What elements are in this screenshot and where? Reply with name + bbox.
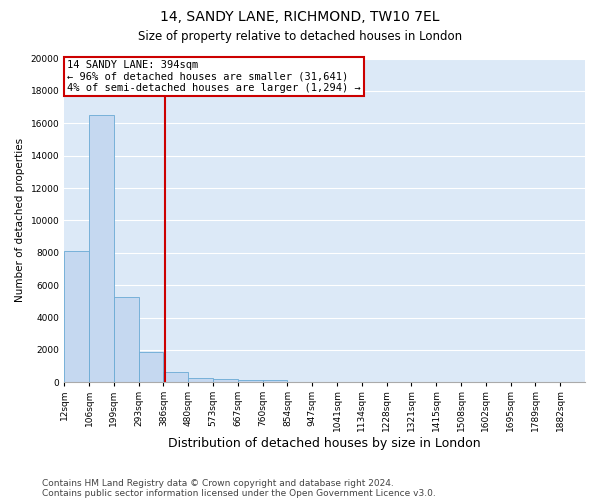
Bar [114, 296, 139, 382]
Text: 14 SANDY LANE: 394sqm
← 96% of detached houses are smaller (31,641)
4% of semi-d: 14 SANDY LANE: 394sqm ← 96% of detached … [67, 60, 361, 94]
Bar [263, 380, 287, 382]
Bar [89, 115, 114, 382]
Text: 14, SANDY LANE, RICHMOND, TW10 7EL: 14, SANDY LANE, RICHMOND, TW10 7EL [160, 10, 440, 24]
Bar [188, 378, 213, 382]
Bar [64, 251, 89, 382]
Text: Size of property relative to detached houses in London: Size of property relative to detached ho… [138, 30, 462, 43]
X-axis label: Distribution of detached houses by size in London: Distribution of detached houses by size … [168, 437, 481, 450]
Y-axis label: Number of detached properties: Number of detached properties [15, 138, 25, 302]
Bar [213, 379, 238, 382]
Bar [139, 352, 163, 382]
Text: Contains public sector information licensed under the Open Government Licence v3: Contains public sector information licen… [42, 488, 436, 498]
Bar [163, 372, 188, 382]
Text: Contains HM Land Registry data © Crown copyright and database right 2024.: Contains HM Land Registry data © Crown c… [42, 478, 394, 488]
Bar [238, 380, 263, 382]
